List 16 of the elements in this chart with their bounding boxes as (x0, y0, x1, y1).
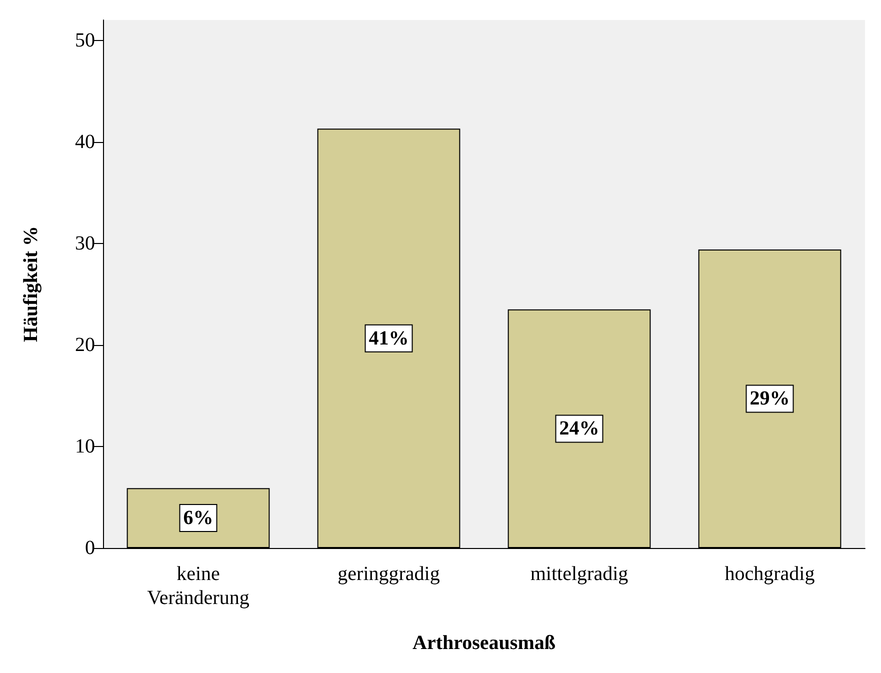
y-tick-label: 30 (75, 232, 95, 254)
y-tick-label: 20 (75, 334, 95, 356)
data-label: 6% (183, 507, 214, 530)
y-tick-label: 0 (85, 537, 95, 559)
x-tick-label: geringgradig (338, 563, 440, 585)
data-label: 29% (750, 388, 790, 410)
x-tick-label: mittelgradig (530, 563, 628, 585)
x-tick-label: keine Veränderung (147, 563, 250, 609)
y-axis-title: Häufigkeit % (20, 226, 42, 342)
y-tick-label: 40 (75, 130, 95, 153)
x-tick-label: hochgradig (724, 563, 815, 585)
data-label: 24% (559, 418, 600, 440)
data-label: 41% (368, 327, 409, 350)
y-tick-label: 50 (75, 29, 95, 52)
y-tick-label: 10 (75, 435, 95, 458)
x-axis-title: Arthroseausmaß (412, 632, 556, 654)
